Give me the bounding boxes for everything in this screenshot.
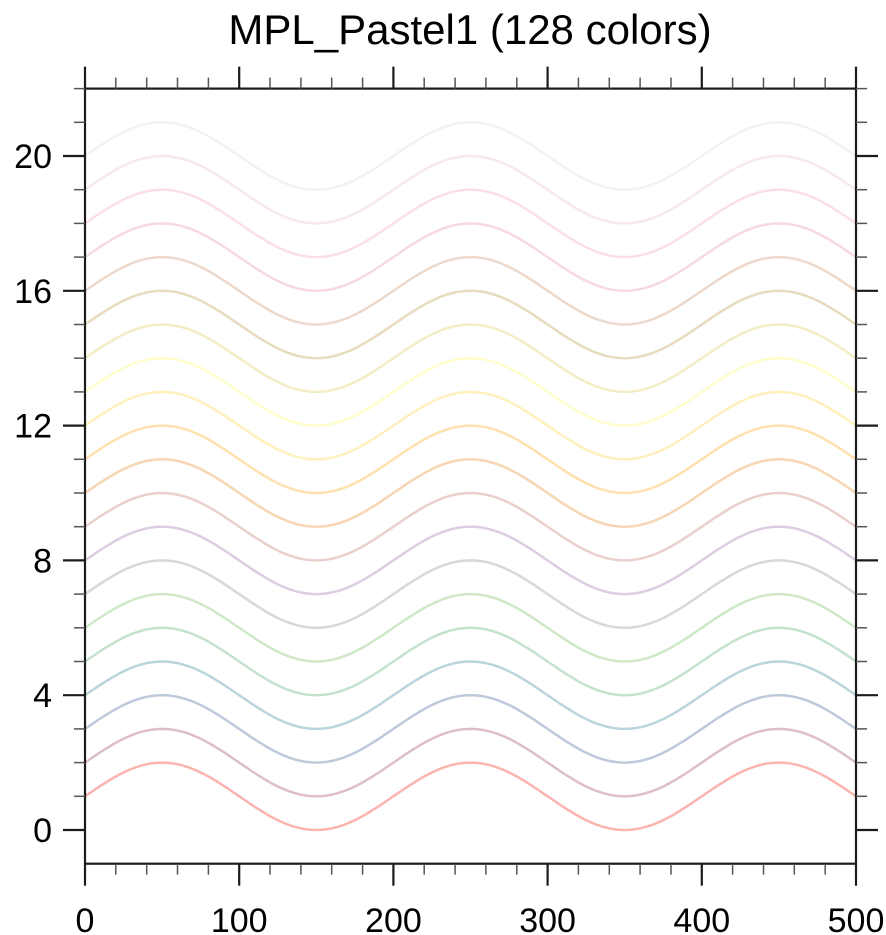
- axis-ticks: [63, 66, 878, 886]
- sine-curve-15: [83, 289, 858, 360]
- sine-curve-14: [83, 323, 858, 394]
- x-tick-label: 300: [519, 902, 576, 935]
- sine-curve-8: [83, 525, 858, 596]
- sine-curve-13: [83, 356, 858, 427]
- plot-title: MPL_Pastel1 (128 colors): [228, 6, 711, 53]
- x-tick-label: 0: [76, 902, 95, 935]
- x-tick-label: 400: [673, 902, 730, 935]
- sine-curve-17: [83, 222, 858, 293]
- y-axis-labels: 0 4 8 12 16 20: [14, 138, 52, 850]
- sine-curve-5: [83, 626, 858, 697]
- plot-frame: [83, 87, 858, 865]
- sine-curve-1: [83, 761, 858, 832]
- sine-curve-11: [83, 424, 858, 495]
- sine-curve-9: [83, 491, 858, 562]
- x-tick-label: 100: [211, 902, 268, 935]
- sine-curve-3: [83, 693, 858, 764]
- sine-curve-20: [83, 121, 858, 191]
- sine-curve-7: [83, 559, 858, 630]
- sine-curves: [83, 121, 858, 832]
- x-tick-label: 200: [365, 902, 422, 935]
- x-axis-labels: 0 100 200 300 400 500: [76, 902, 885, 935]
- y-tick-label: 8: [33, 542, 52, 580]
- x-tick-label: 500: [828, 902, 885, 935]
- sine-curve-19: [83, 154, 858, 225]
- sine-curve-6: [83, 592, 858, 663]
- sine-curve-12: [83, 390, 858, 461]
- sine-curve-18: [83, 188, 858, 259]
- y-tick-label: 20: [14, 138, 52, 176]
- sine-curve-10: [83, 458, 858, 528]
- sine-curve-4: [83, 660, 858, 731]
- sine-curve-2: [83, 727, 858, 798]
- y-tick-label: 0: [33, 812, 52, 850]
- sine-curve-16: [83, 255, 858, 326]
- y-tick-label: 4: [33, 677, 52, 715]
- y-tick-label: 12: [14, 408, 52, 446]
- y-tick-label: 16: [14, 273, 52, 311]
